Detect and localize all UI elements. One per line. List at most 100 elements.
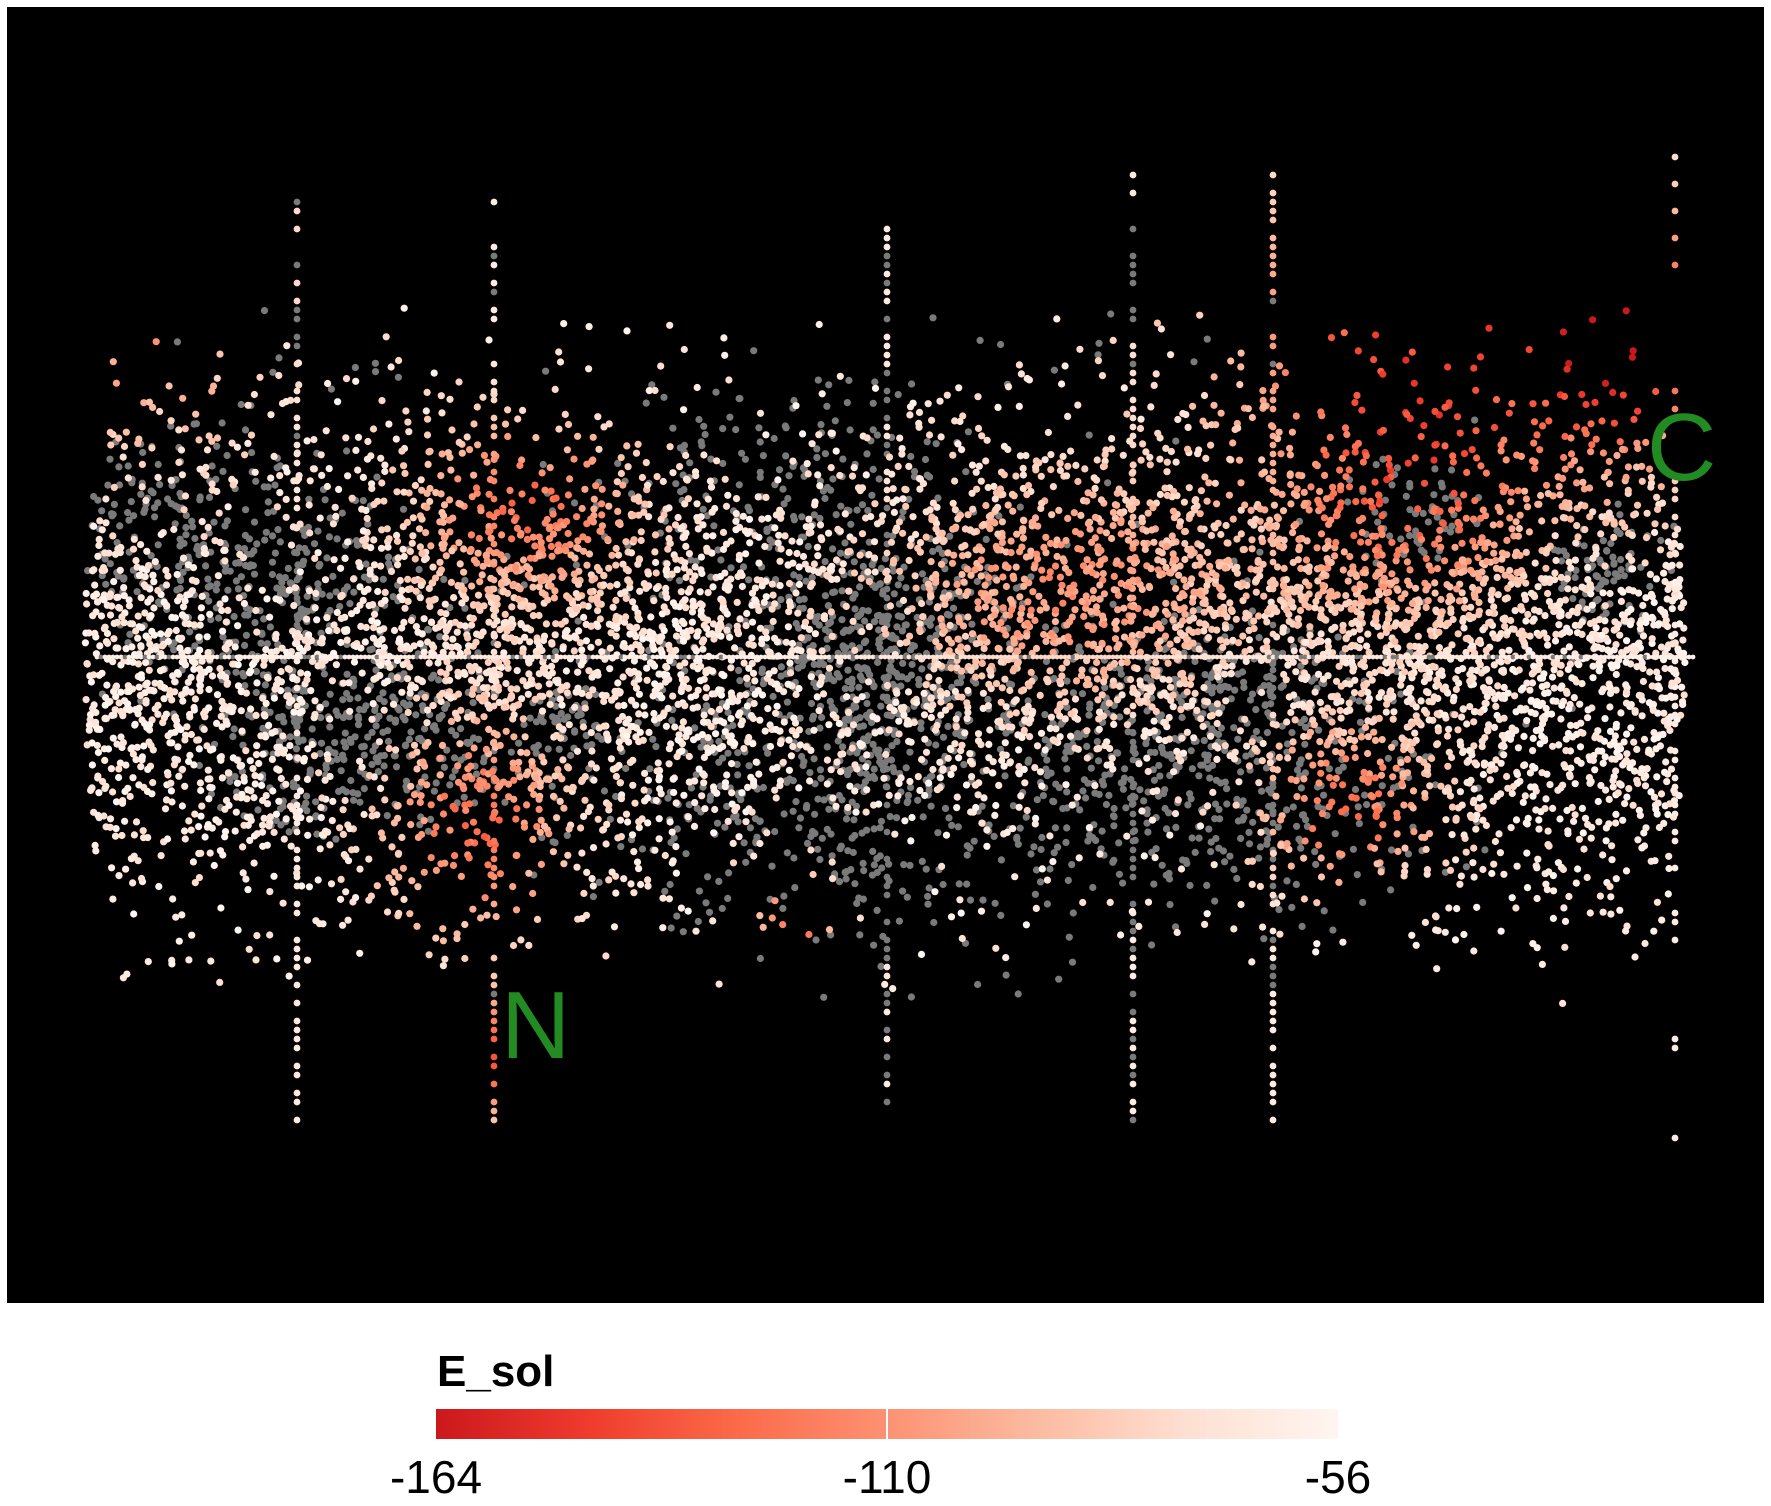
data-point — [311, 604, 319, 612]
data-point — [644, 882, 652, 890]
data-point — [859, 859, 867, 868]
data-point — [1578, 598, 1586, 606]
data-point — [1200, 684, 1208, 692]
data-point — [106, 611, 115, 619]
data-point — [1083, 727, 1091, 735]
data-point — [1073, 793, 1081, 801]
data-point — [949, 499, 957, 507]
data-point — [383, 812, 391, 820]
data-point — [798, 662, 807, 670]
data-point — [750, 347, 758, 355]
data-point — [1551, 517, 1559, 525]
data-point — [851, 880, 859, 888]
data-point — [614, 459, 622, 467]
data-point — [368, 645, 376, 653]
data-point — [845, 708, 853, 717]
data-point — [278, 585, 286, 593]
data-point — [103, 681, 111, 689]
data-point — [1301, 723, 1310, 731]
data-point — [1204, 764, 1212, 772]
data-point — [1417, 697, 1425, 705]
data-point — [1016, 824, 1024, 832]
data-point — [641, 769, 649, 778]
data-point — [902, 584, 910, 592]
data-point — [666, 321, 674, 329]
data-point — [108, 864, 116, 872]
data-point — [293, 261, 301, 269]
data-point — [779, 904, 787, 913]
data-point — [460, 793, 468, 801]
data-point — [1212, 776, 1220, 784]
data-point — [532, 718, 541, 726]
data-point — [1292, 880, 1300, 889]
data-point — [254, 806, 262, 814]
data-point — [782, 638, 790, 646]
data-point — [241, 641, 249, 650]
data-point — [821, 558, 829, 566]
data-point — [814, 613, 822, 621]
data-point — [1146, 748, 1155, 756]
data-point — [1356, 636, 1365, 644]
data-point — [149, 571, 157, 579]
data-point — [874, 658, 882, 667]
data-point — [414, 628, 422, 636]
data-point — [204, 575, 212, 583]
data-point — [312, 589, 320, 598]
data-point — [181, 619, 189, 628]
data-point — [970, 837, 978, 845]
data-point — [1191, 689, 1199, 698]
data-point — [1439, 519, 1447, 528]
data-point — [1042, 657, 1050, 666]
data-point — [316, 514, 324, 522]
data-point — [1283, 740, 1292, 748]
data-point — [440, 575, 448, 584]
data-point — [1024, 758, 1032, 766]
data-point — [528, 758, 536, 766]
data-point — [799, 604, 807, 612]
data-point — [261, 681, 269, 689]
data-point — [447, 578, 455, 587]
data-point — [1050, 798, 1058, 806]
data-point — [883, 1053, 891, 1061]
data-point — [997, 856, 1006, 864]
data-point — [1203, 335, 1211, 343]
data-point — [1100, 781, 1108, 789]
data-point — [557, 709, 565, 718]
data-point — [1223, 800, 1231, 808]
data-point — [424, 625, 432, 634]
data-point — [837, 731, 845, 739]
data-point — [371, 706, 379, 715]
data-point — [109, 532, 117, 540]
data-point — [594, 607, 602, 615]
data-point — [1059, 599, 1067, 607]
data-point — [1200, 737, 1208, 745]
data-point — [816, 855, 824, 864]
data-point — [1184, 445, 1192, 453]
data-point — [1557, 557, 1566, 565]
data-point — [91, 581, 99, 589]
plot-panel: C N — [7, 7, 1764, 1303]
data-point — [774, 476, 782, 484]
data-point — [1129, 315, 1137, 323]
data-point — [303, 676, 311, 684]
data-point — [1221, 682, 1229, 690]
data-point — [1286, 444, 1294, 452]
data-point — [1301, 740, 1309, 748]
data-point — [1038, 865, 1046, 873]
data-point — [517, 748, 525, 756]
data-point — [190, 703, 198, 712]
data-point — [983, 826, 991, 834]
data-point — [1389, 715, 1397, 723]
data-point — [1143, 674, 1151, 682]
data-point — [152, 338, 160, 346]
data-point — [1240, 683, 1248, 692]
data-point — [672, 480, 680, 488]
data-point — [1401, 861, 1409, 870]
data-point — [1143, 707, 1151, 715]
data-point — [360, 706, 368, 714]
data-point — [715, 758, 723, 766]
data-point — [1676, 561, 1684, 569]
data-point — [1079, 787, 1087, 795]
data-point — [957, 673, 966, 681]
data-point — [1236, 381, 1244, 389]
